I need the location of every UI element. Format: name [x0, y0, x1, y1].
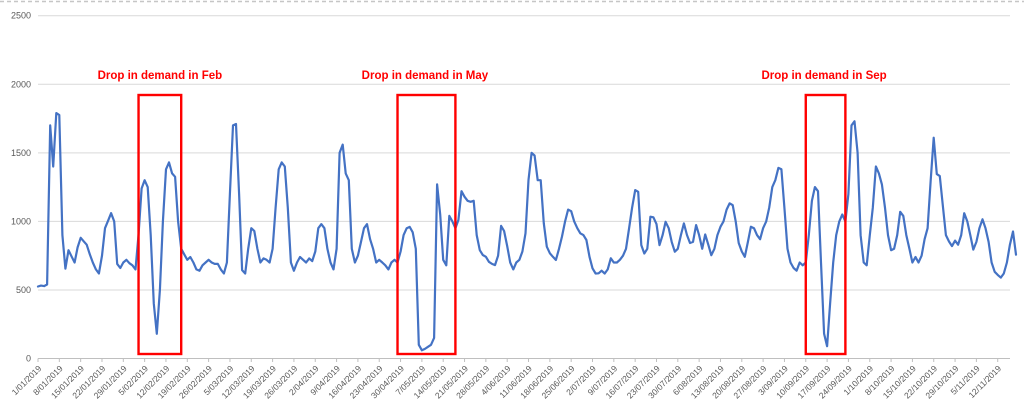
annotation-label-may: Drop in demand in May	[362, 70, 489, 82]
y-axis-tick-label: 2500	[11, 11, 31, 21]
highlight-box-may	[396, 93, 457, 356]
y-axis-tick-label: 2000	[11, 79, 31, 89]
demand-series-line	[36, 111, 1018, 352]
y-axis-tick-label: 1000	[11, 216, 31, 226]
y-axis-tick-label: 500	[16, 285, 31, 295]
annotation-label-sep: Drop in demand in Sep	[761, 70, 886, 82]
annotation-label-feb: Drop in demand in Feb	[98, 70, 223, 82]
highlight-box-feb	[137, 93, 183, 356]
y-axis-tick-label: 1500	[11, 148, 31, 158]
highlight-box-sep	[804, 93, 847, 356]
y-axis-tick-label: 0	[26, 354, 31, 364]
